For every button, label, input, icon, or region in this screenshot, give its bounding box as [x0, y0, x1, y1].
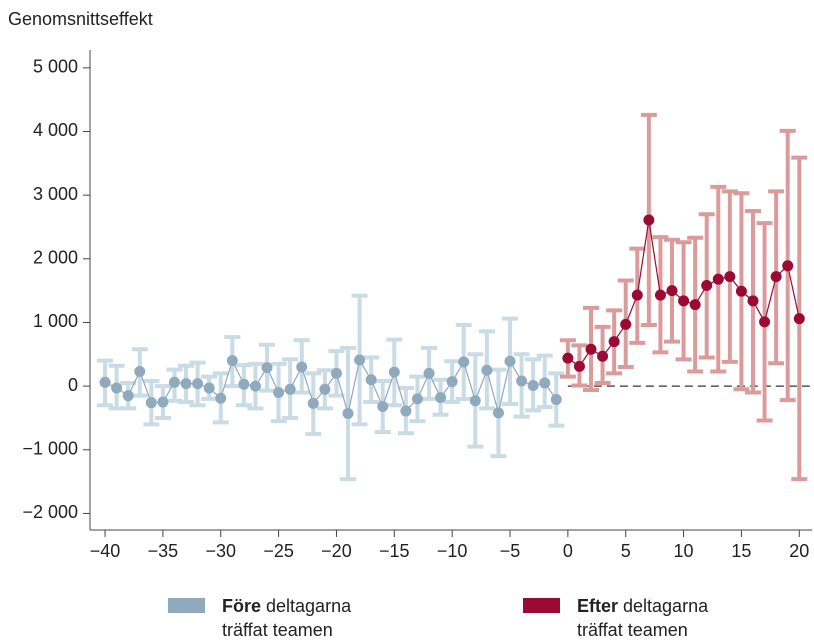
point [550, 393, 562, 405]
point [747, 295, 759, 307]
x-tick-label: −35 [148, 541, 179, 561]
chart: Genomsnittseffekt −2 000 −1 000 0 1 000 2 00… [8, 9, 812, 561]
point [168, 376, 180, 388]
point [643, 214, 655, 226]
point [354, 354, 366, 366]
x-tick-label: −10 [437, 541, 468, 561]
point [666, 285, 678, 297]
point [504, 355, 516, 367]
point [319, 383, 331, 395]
x-tick-label: −20 [321, 541, 352, 561]
x-tick-label: 5 [621, 541, 631, 561]
point [654, 289, 666, 301]
point [573, 360, 585, 372]
point [759, 316, 771, 328]
point [527, 379, 539, 391]
point [481, 364, 493, 376]
point [597, 350, 609, 362]
point [423, 367, 435, 379]
point [492, 407, 504, 419]
point [689, 299, 701, 311]
y-tick-label: 5 000 [33, 57, 78, 77]
point [261, 362, 273, 374]
y-tick-label: 2 000 [33, 248, 78, 268]
point [631, 289, 643, 301]
point [330, 367, 342, 379]
point [111, 382, 123, 394]
x-tick-label: 0 [563, 541, 573, 561]
y-tick-label: 1 000 [33, 311, 78, 331]
legend-label: Före deltagarna träffat teamen [222, 596, 352, 640]
point [226, 355, 238, 367]
x-tick-label: −5 [500, 541, 521, 561]
point [388, 366, 400, 378]
x-tick-label: 20 [789, 541, 809, 561]
x-tick-label: −25 [263, 541, 294, 561]
point [608, 336, 620, 348]
point [620, 318, 632, 330]
point [793, 313, 805, 325]
point [180, 378, 192, 390]
point [249, 380, 261, 392]
point [678, 295, 690, 307]
point [365, 374, 377, 386]
point [203, 382, 215, 394]
point [145, 397, 157, 409]
point [122, 390, 134, 402]
y-axis-label: Genomsnittseffekt [8, 9, 153, 29]
x-tick-label: −15 [379, 541, 410, 561]
point [585, 343, 597, 355]
y-tick-label: −2 000 [22, 502, 78, 522]
point [516, 375, 528, 387]
legend-label: Efter deltagarna träffat teamen [577, 596, 709, 640]
point [192, 378, 204, 390]
point [724, 271, 736, 283]
point [377, 400, 389, 412]
y-tick-label: 4 000 [33, 120, 78, 140]
legend-swatch [523, 598, 560, 613]
point [284, 383, 296, 395]
series-line [104, 358, 557, 414]
point [712, 273, 724, 285]
y-tick-label: 0 [68, 375, 78, 395]
x-tick-label: −40 [90, 541, 121, 561]
legend-item: Före deltagarna träffat teamen [168, 594, 397, 642]
point [99, 376, 111, 388]
point [469, 395, 481, 407]
x-tick-label: 15 [731, 541, 751, 561]
point [157, 396, 169, 408]
y-tick-label: 3 000 [33, 184, 78, 204]
point [782, 260, 794, 272]
point [539, 377, 551, 389]
legend-swatch [168, 598, 205, 613]
point [134, 365, 146, 377]
x-tick-label: 10 [674, 541, 694, 561]
point [296, 361, 308, 373]
point [411, 393, 423, 405]
legend-item: Efter deltagarna träffat teamen [523, 594, 752, 642]
point [458, 356, 470, 368]
point [446, 376, 458, 388]
point [273, 386, 285, 398]
point [238, 378, 250, 390]
point [770, 271, 782, 283]
point [435, 392, 447, 404]
point [562, 352, 574, 364]
point [400, 405, 412, 417]
point [701, 280, 713, 292]
point [342, 408, 354, 420]
point [735, 285, 747, 297]
y-tick-label: −1 000 [22, 439, 78, 459]
x-tick-label: −30 [205, 541, 236, 561]
point [215, 392, 227, 404]
point [307, 397, 319, 409]
